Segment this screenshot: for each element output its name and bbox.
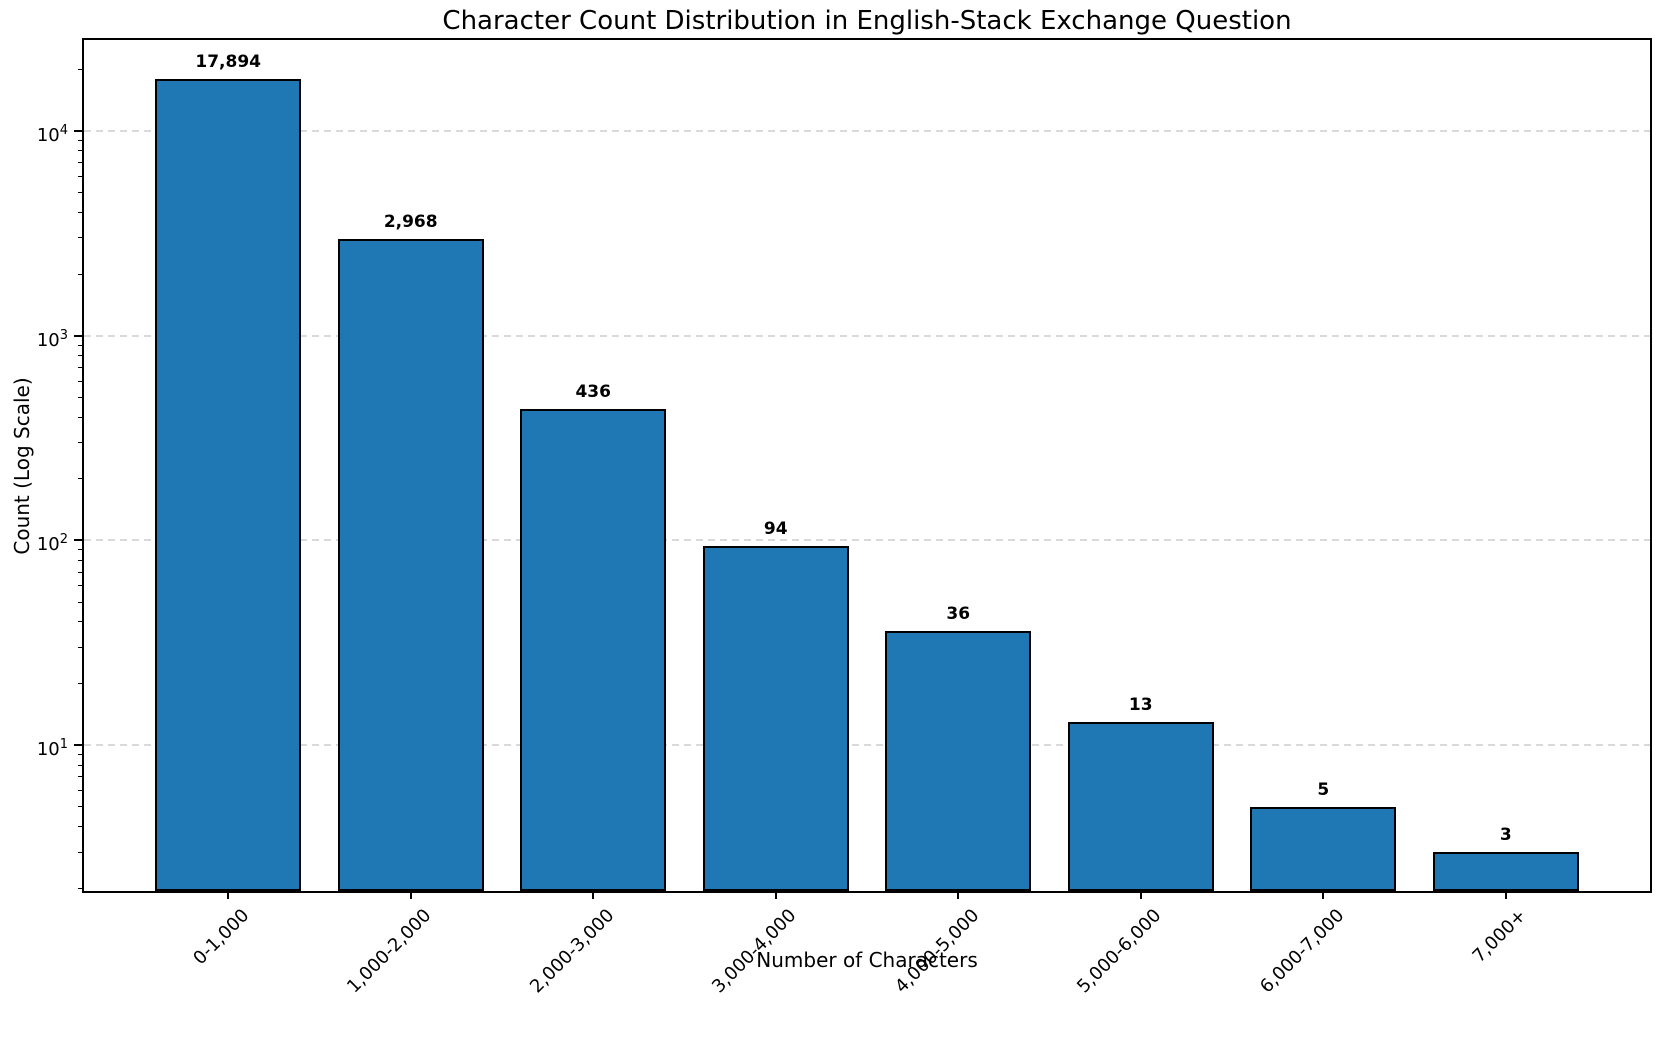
bar — [155, 79, 302, 891]
y-gridline — [84, 334, 1650, 337]
y-minor-tick — [78, 162, 83, 164]
y-minor-tick — [78, 601, 83, 603]
y-minor-tick — [78, 396, 83, 398]
plot-area — [82, 38, 1652, 893]
bar — [1067, 721, 1214, 891]
y-major-tick — [74, 334, 82, 337]
y-minor-tick — [78, 621, 83, 623]
y-minor-tick — [78, 150, 83, 152]
y-gridline — [84, 539, 1650, 542]
x-major-tick — [1139, 891, 1142, 899]
y-tick-label: 102 — [36, 532, 68, 556]
y-minor-tick — [78, 273, 83, 275]
y-gridline — [84, 129, 1650, 132]
bar-value-label: 36 — [946, 604, 971, 625]
x-major-tick — [592, 891, 595, 899]
bar — [337, 238, 484, 891]
y-minor-tick — [78, 683, 83, 685]
y-minor-tick — [78, 175, 83, 177]
y-minor-tick — [78, 559, 83, 561]
x-major-tick — [409, 891, 412, 899]
x-major-tick — [227, 891, 230, 899]
y-minor-tick — [78, 416, 83, 418]
x-major-tick — [1504, 891, 1507, 899]
bar-value-label: 5 — [1317, 779, 1330, 800]
x-major-tick — [1322, 891, 1325, 899]
y-minor-tick — [78, 211, 83, 213]
y-minor-tick — [78, 764, 83, 766]
x-axis-label: Number of Characters — [756, 948, 978, 972]
bar-value-label: 3 — [1499, 825, 1512, 846]
y-minor-tick — [78, 68, 83, 70]
bar-value-label: 2,968 — [383, 211, 438, 232]
bar-value-label: 17,894 — [195, 52, 261, 73]
bar — [1250, 806, 1397, 891]
chart-title: Character Count Distribution in English-… — [442, 6, 1292, 36]
y-minor-tick — [78, 355, 83, 356]
y-minor-tick — [78, 549, 83, 551]
y-minor-tick — [78, 237, 83, 239]
y-minor-tick — [78, 754, 83, 756]
y-minor-tick — [78, 646, 83, 648]
bar — [520, 409, 667, 891]
x-major-tick — [774, 891, 777, 899]
y-minor-tick — [78, 851, 83, 853]
bar — [885, 631, 1032, 891]
y-minor-tick — [78, 571, 83, 573]
y-minor-tick — [78, 887, 83, 889]
y-minor-tick — [78, 776, 83, 778]
y-tick-label: 104 — [36, 122, 68, 146]
y-minor-tick — [78, 380, 83, 382]
bar — [702, 545, 849, 891]
bar-value-label: 13 — [1128, 694, 1153, 715]
y-minor-tick — [78, 806, 83, 808]
y-minor-tick — [78, 585, 83, 587]
y-minor-tick — [78, 139, 83, 141]
y-minor-tick — [78, 478, 83, 480]
bar-value-label: 436 — [575, 382, 611, 403]
y-minor-tick — [78, 826, 83, 828]
y-tick-label: 101 — [36, 737, 68, 761]
y-major-tick — [74, 744, 82, 747]
y-major-tick — [74, 539, 82, 542]
y-minor-tick — [78, 366, 83, 368]
x-major-tick — [957, 891, 960, 899]
y-gridline — [84, 744, 1650, 747]
y-minor-tick — [78, 442, 83, 444]
y-major-tick — [74, 129, 82, 132]
bar — [1432, 852, 1579, 891]
bar-value-label: 94 — [763, 518, 788, 539]
y-tick-label: 103 — [36, 327, 68, 351]
y-minor-tick — [78, 790, 83, 792]
y-minor-tick — [78, 192, 83, 194]
y-minor-tick — [78, 344, 83, 346]
